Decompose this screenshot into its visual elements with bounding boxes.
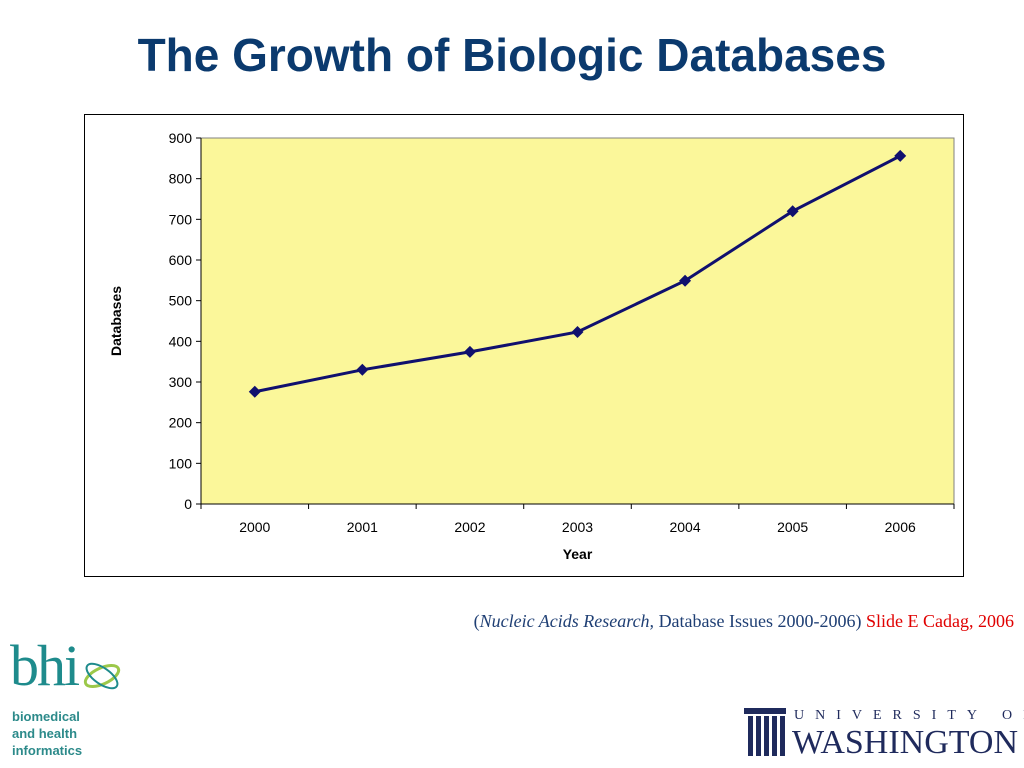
y-tick-label: 300 <box>169 374 193 390</box>
uw-logo: UNIVERSITY OF WASHINGTON <box>742 706 1024 762</box>
x-tick-label: 2000 <box>239 519 270 535</box>
x-tick-label: 2002 <box>454 519 485 535</box>
x-axis-title: Year <box>563 546 593 562</box>
data-point <box>571 325 584 338</box>
line-chart: 0 100 200 300 400 500 600 700 800 900 2000 2001 2002… <box>108 130 955 562</box>
bhi-wordmark: bhi <box>10 633 80 698</box>
y-axis-title: Databases <box>108 286 124 356</box>
x-tick-label: 2006 <box>885 519 916 535</box>
x-tick-label: 2003 <box>562 519 593 535</box>
y-tick-label: 500 <box>169 293 193 309</box>
citation-journal: Nucleic Acids Research, <box>479 611 655 631</box>
y-tick-label: 400 <box>169 333 193 349</box>
bhi-line-3: informatics <box>12 743 83 758</box>
y-tick-label: 900 <box>169 130 193 146</box>
y-tick-label: 800 <box>169 171 193 187</box>
bhi-line-2: and health <box>12 726 78 741</box>
x-tick-label: 2005 <box>777 519 808 535</box>
citation-credit: Slide E Cadag, 2006 <box>861 611 1014 631</box>
slide-title: The Growth of Biologic Databases <box>137 29 887 81</box>
y-tick-label: 0 <box>184 496 192 512</box>
data-point <box>786 205 799 218</box>
citation: (Nucleic Acids Research, Database Issues… <box>474 611 1014 632</box>
x-tick-label: 2001 <box>347 519 378 535</box>
citation-rest: Database Issues 2000-2006) <box>654 611 862 631</box>
data-point <box>679 274 692 287</box>
uw-university-text: UNIVERSITY OF <box>794 708 1024 723</box>
x-tick-label: 2004 <box>669 519 700 535</box>
data-point <box>356 363 369 376</box>
bhi-logo: bhi biomedical and health informatics <box>10 633 130 766</box>
citation-open-paren: ( <box>473 611 480 631</box>
y-tick-label: 200 <box>169 415 193 431</box>
data-point <box>894 149 907 162</box>
plot-area <box>200 137 955 505</box>
bhi-swoosh-icon <box>83 662 121 690</box>
bhi-line-1: biomedical <box>12 709 80 724</box>
uw-washington-text: WASHINGTON <box>792 724 1019 761</box>
uw-column-icon <box>744 708 786 756</box>
data-point <box>463 345 476 358</box>
data-point <box>248 385 261 398</box>
y-tick-label: 100 <box>169 455 193 471</box>
chart-frame: 0 100 200 300 400 500 600 700 800 900 2000 2001 2002… <box>84 114 964 577</box>
y-tick-label: 600 <box>169 252 193 268</box>
bhi-subtitle: biomedical and health informatics <box>12 708 82 759</box>
y-tick-label: 700 <box>169 211 193 227</box>
